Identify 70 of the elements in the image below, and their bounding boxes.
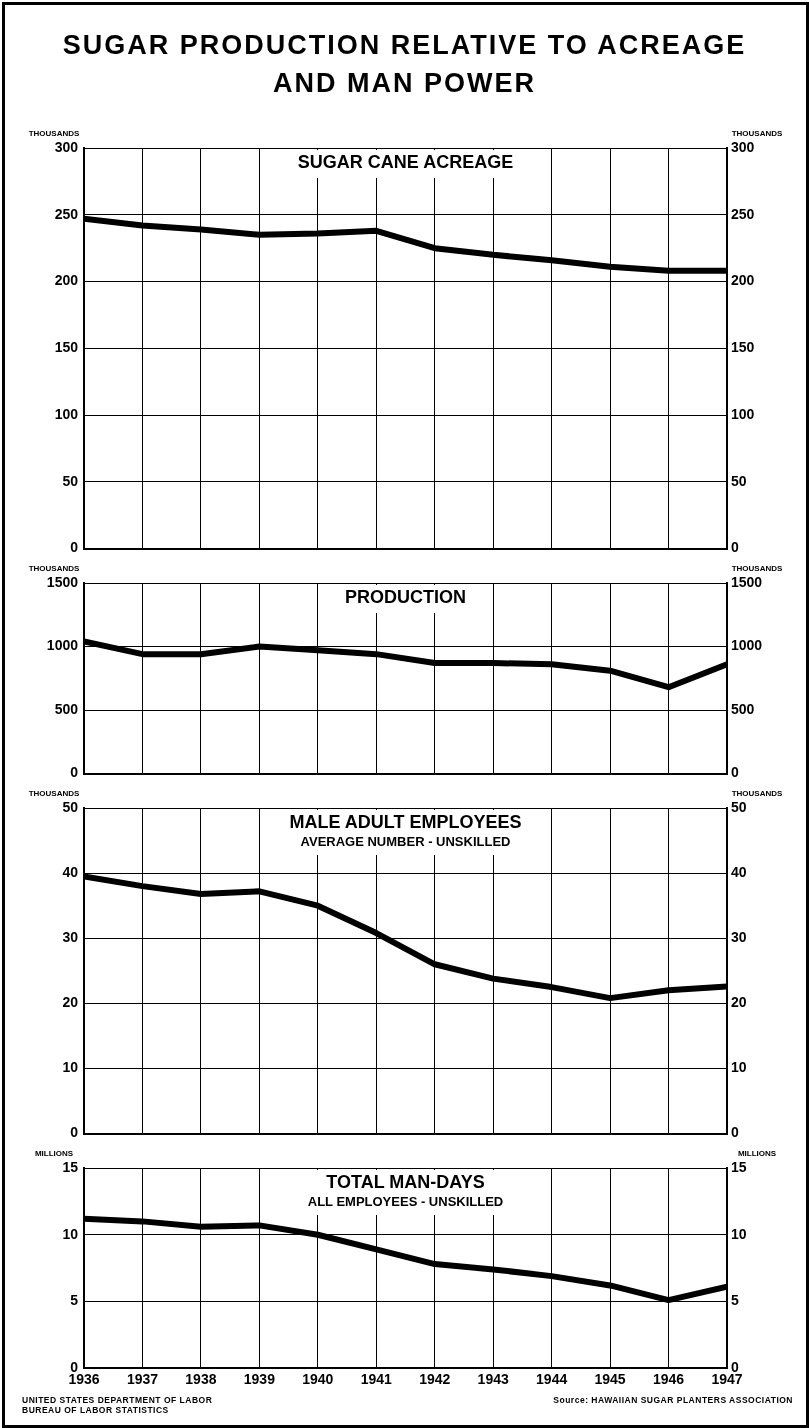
y-tick-label: 50 [62,798,79,815]
y-axis-title: THOUSANDS [28,789,80,799]
y-tick-label: 200 [54,272,79,289]
y-tick-label: 100 [54,405,79,422]
x-tick-label: 1947 [711,1371,743,1388]
x-tick-label: 1937 [126,1371,159,1388]
y2-tick-label: 1000 [731,637,763,654]
y2-tick-label: 300 [731,138,755,155]
x-tick-label: 1942 [419,1371,451,1388]
y2-axis-title: THOUSANDS [731,564,783,574]
y2-tick-label: 20 [731,994,747,1011]
chart-title: MALE ADULT EMPLOYEES [289,811,522,832]
y-tick-label: 150 [54,339,79,356]
y-tick-label: 1000 [46,637,79,654]
x-tick-label: 1939 [243,1371,276,1388]
y-tick-label: 300 [54,138,79,155]
y2-tick-label: 5 [731,1292,739,1309]
y-tick-label: 500 [54,700,79,717]
y-tick-label: 0 [70,764,79,781]
text: ALL EMPLOYEES - UNSKILLED [307,1194,504,1210]
text: UNITED STATES DEPARTMENT OF LABOR [22,1395,213,1405]
y2-tick-label: 500 [731,700,755,717]
y-tick-label: 5 [70,1292,79,1309]
y2-axis-title: MILLIONS [737,1149,777,1159]
y-tick-label: 50 [62,472,79,489]
y-tick-label: 250 [54,205,79,222]
text: SUGAR PRODUCTION RELATIVE TO ACREAGE AND MAN POWER [61,29,748,100]
x-tick-label: 1938 [185,1371,217,1388]
y2-tick-label: 200 [731,272,755,289]
chart-title: SUGAR CANE ACREAGE [297,151,514,172]
chart-title: PRODUCTION [345,586,466,607]
x-tick-label: 1940 [302,1371,334,1388]
text: BUREAU OF LABOR STATISTICS [22,1405,170,1415]
x-tick-label: 1941 [360,1371,393,1388]
y2-tick-label: 30 [731,929,747,946]
x-tick-label: 1944 [536,1371,568,1388]
y2-tick-label: 50 [731,798,747,815]
y2-tick-label: 1500 [731,573,763,590]
y2-axis-title: THOUSANDS [731,789,783,799]
y-tick-label: 10 [62,1225,79,1242]
y-tick-label: 30 [62,929,79,946]
y-tick-label: 40 [62,863,79,880]
text: AVERAGE NUMBER - UNSKILLED [300,834,511,850]
y2-tick-label: 50 [731,472,747,489]
y-axis-title: MILLIONS [34,1149,74,1159]
y2-tick-label: 250 [731,205,755,222]
y-axis-title: THOUSANDS [28,564,80,574]
y2-axis-title: THOUSANDS [731,129,783,139]
y2-tick-label: 10 [731,1059,747,1076]
y-tick-label: 15 [62,1158,79,1175]
y-tick-label: 0 [70,539,79,556]
y2-tick-label: 150 [731,339,755,356]
y2-tick-label: 0 [731,764,739,781]
y2-tick-label: 10 [731,1225,747,1242]
x-tick-label: 1943 [477,1371,509,1388]
y2-tick-label: 0 [731,539,739,556]
y-axis-title: THOUSANDS [28,129,80,139]
y-tick-label: 10 [62,1059,79,1076]
y-tick-label: 1500 [46,573,79,590]
y2-tick-label: 100 [731,405,755,422]
y2-tick-label: 40 [731,863,747,880]
x-tick-label: 1946 [652,1371,685,1388]
chart-title: TOTAL MAN-DAYS [326,1171,485,1192]
x-tick-label: 1936 [68,1371,100,1388]
y-tick-label: 0 [70,1124,79,1141]
y2-tick-label: 0 [731,1124,739,1141]
source-note: Source: HAWAIIAN SUGAR PLANTERS ASSOCIATION [553,1395,793,1405]
x-tick-label: 1945 [594,1371,626,1388]
y-tick-label: 20 [62,994,79,1011]
y2-tick-label: 15 [731,1158,747,1175]
